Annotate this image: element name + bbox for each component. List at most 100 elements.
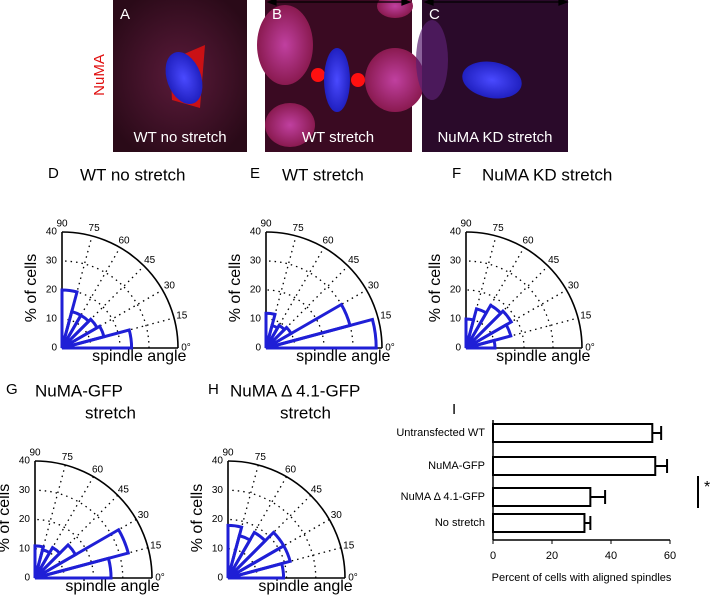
- image-panel-a: A WT no stretch: [113, 0, 247, 152]
- r-tick-label: 30: [19, 485, 31, 496]
- theta-tick-label: 0°: [585, 343, 595, 354]
- category-label: Untransfected WT: [396, 427, 485, 439]
- y-axis-label: % of cells: [0, 484, 13, 552]
- theta-tick-label: 90: [260, 219, 272, 230]
- r-tick-label: 10: [19, 543, 31, 554]
- chart-title: NuMA-GFP: [35, 381, 123, 400]
- stretch-arrows: [266, 0, 569, 6]
- grid-arc: [465, 260, 554, 349]
- theta-tick-label: 30: [331, 510, 343, 521]
- r-tick-label: 10: [212, 543, 224, 554]
- x-axis-label: spindle angle: [496, 348, 590, 365]
- x-axis-label: spindle angle: [296, 348, 390, 365]
- panel-letter: B: [272, 6, 282, 23]
- theta-tick-label: 0°: [385, 343, 395, 354]
- wedge: [60, 288, 79, 349]
- grid-arc: [227, 489, 317, 579]
- image-panel-c: C NuMA KD stretch: [416, 0, 568, 152]
- r-tick-label: 20: [19, 514, 31, 525]
- panel-letter: I: [452, 401, 456, 418]
- significance-label: *: [704, 479, 710, 496]
- x-axis-label: spindle angle: [65, 578, 159, 595]
- r-tick-label: 0: [455, 343, 461, 354]
- r-tick-label: 0: [51, 343, 57, 354]
- wedge: [264, 325, 294, 350]
- stain-label: NuMA: [91, 54, 108, 96]
- x-tick-label: 60: [664, 550, 676, 562]
- grid-arc: [227, 518, 288, 579]
- chart-title: NuMA KD stretch: [482, 165, 612, 184]
- theta-tick-label: 45: [311, 484, 323, 495]
- chart-title: WT stretch: [282, 165, 364, 184]
- r-tick-label: 40: [250, 227, 262, 238]
- wedge: [33, 544, 46, 579]
- y-axis-label: % of cells: [189, 484, 206, 552]
- panel-letter: F: [452, 165, 461, 182]
- grid-arc: [34, 489, 124, 579]
- wedge: [60, 317, 100, 350]
- theta-tick-label: 15: [343, 540, 355, 551]
- x-tick-label: 40: [605, 550, 617, 562]
- theta-tick-label: 60: [92, 464, 104, 475]
- grid-arc: [265, 260, 354, 349]
- wedge: [264, 311, 277, 349]
- theta-tick-label: 60: [285, 464, 297, 475]
- grid-arc: [61, 260, 150, 349]
- x-axis-label: spindle angle: [258, 578, 352, 595]
- wedge: [33, 545, 62, 580]
- chart-title: stretch: [85, 403, 136, 422]
- wedge: [226, 530, 286, 580]
- theta-tick-label: 75: [493, 223, 505, 234]
- theta-tick-label: 0°: [155, 573, 165, 584]
- y-axis-label: % of cells: [23, 254, 40, 322]
- polar-chart: G NuMA-GFP stretch 0 10 20 30 40 0° 15 30 45 60 75 90%…: [0, 381, 165, 595]
- theta-tick-label: 90: [222, 448, 234, 459]
- r-tick-label: 40: [19, 456, 31, 467]
- panel-letter: A: [120, 6, 130, 23]
- wedge: [265, 302, 352, 350]
- wedge: [61, 324, 106, 350]
- r-tick-label: 30: [46, 256, 58, 267]
- x-tick-label: 20: [546, 550, 558, 562]
- image-caption: WT stretch: [302, 129, 374, 146]
- x-tick-label: 0: [490, 550, 496, 562]
- r-tick-label: 0: [255, 343, 261, 354]
- polar-chart: F NuMA KD stretch 0 10 20 30 40 0° 15 30 45 60 75 90%…: [427, 165, 612, 365]
- theta-tick-label: 15: [580, 311, 592, 322]
- theta-tick-label: 15: [380, 311, 392, 322]
- polar-chart: E WT stretch 0 10 20 30 40 0° 15 30 45 60 75 90 % of c…: [227, 165, 395, 365]
- wedge: [33, 542, 78, 580]
- theta-tick-label: 90: [56, 219, 68, 230]
- bar: [492, 513, 586, 533]
- chart-title: WT no stretch: [80, 165, 186, 184]
- category-label: No stretch: [435, 517, 485, 529]
- panel-letter: D: [48, 165, 59, 182]
- r-tick-label: 0: [217, 573, 223, 584]
- x-axis-label: spindle angle: [92, 348, 186, 365]
- category-label: NuMA-GFP: [428, 460, 485, 472]
- wedge: [265, 317, 378, 350]
- panel-letter: G: [6, 381, 18, 398]
- bar: [492, 487, 592, 507]
- r-tick-label: 20: [212, 514, 224, 525]
- panel-letter: E: [250, 165, 260, 182]
- image-caption: WT no stretch: [133, 129, 226, 146]
- theta-tick-label: 45: [118, 484, 130, 495]
- theta-tick-label: 90: [460, 219, 472, 230]
- r-tick-label: 0: [24, 573, 30, 584]
- r-tick-label: 30: [450, 256, 462, 267]
- theta-tick-label: 0°: [181, 343, 191, 354]
- wedge: [464, 308, 514, 350]
- image-caption: NuMA KD stretch: [437, 129, 552, 146]
- theta-tick-label: 0°: [348, 573, 358, 584]
- theta-tick-label: 30: [568, 281, 580, 292]
- r-tick-label: 30: [212, 485, 224, 496]
- theta-tick-label: 30: [368, 281, 380, 292]
- category-label: NuMA Δ 4.1-GFP: [401, 491, 485, 503]
- panel-letter: H: [208, 381, 219, 398]
- wedge: [226, 530, 268, 580]
- wedge: [464, 306, 489, 349]
- theta-tick-label: 90: [29, 448, 41, 459]
- r-tick-label: 10: [250, 314, 262, 325]
